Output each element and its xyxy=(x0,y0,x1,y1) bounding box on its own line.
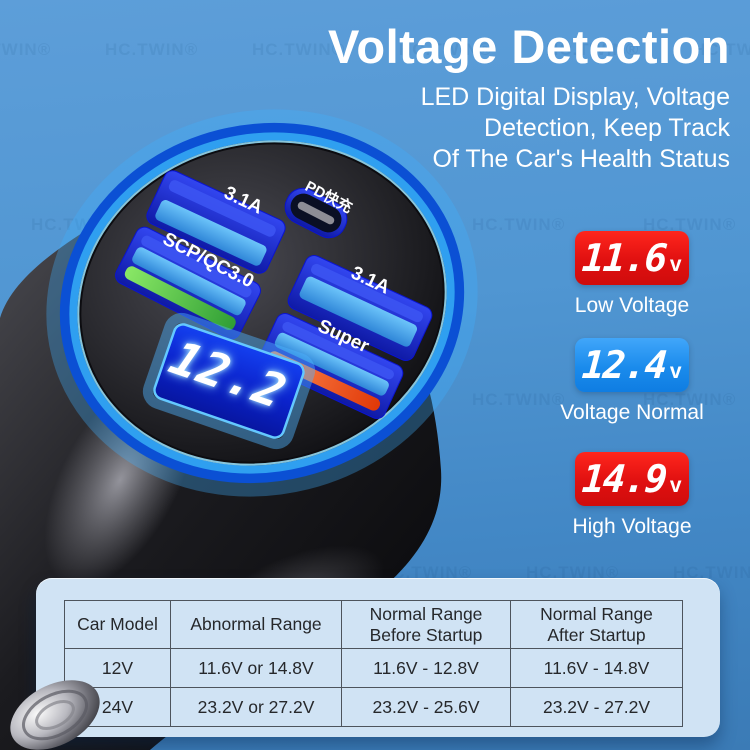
subtitle: LED Digital Display, Voltage Detection, … xyxy=(328,82,730,175)
subtitle-line-2: Detection, Keep Track xyxy=(484,114,730,143)
col-header-normal-before: Normal Range Before Startup xyxy=(341,600,511,649)
super-port xyxy=(258,313,404,419)
voltage-unit: v xyxy=(669,253,682,276)
voltage-label: Voltage Normal xyxy=(560,401,704,424)
table-row: 12V 11.6V or 14.8V 11.6V - 12.8V 11.6V -… xyxy=(64,648,683,688)
page-title: Voltage Detection xyxy=(328,20,730,73)
cell-normal-before: 11.6V - 12.8V xyxy=(341,648,511,688)
voltage-value: 14.9 xyxy=(580,457,668,501)
cell-normal-after: 11.6V - 14.8V xyxy=(510,648,683,688)
voltage-badge: 12.4 v xyxy=(575,338,689,392)
plug-tip xyxy=(10,680,100,750)
table-header-row: Car Model Abnormal Range Normal Range Be… xyxy=(64,600,683,649)
voltage-value: 12.4 xyxy=(580,343,668,387)
subtitle-line-3: Of The Car's Health Status xyxy=(432,145,731,174)
voltage-unit: v xyxy=(669,474,682,497)
voltage-range-panel: Car Model Abnormal Range Normal Range Be… xyxy=(36,578,720,737)
voltage-badge: 11.6 v xyxy=(575,231,689,285)
ring-mid xyxy=(69,132,455,474)
cell-abnormal-range: 23.2V or 27.2V xyxy=(170,687,342,727)
col-header-car-model: Car Model xyxy=(64,600,171,649)
cell-car-model: 12V xyxy=(64,648,171,688)
voltage-label: Low Voltage xyxy=(574,294,690,317)
scp-qc-port xyxy=(115,226,261,340)
header: Voltage Detection LED Digital Display, V… xyxy=(328,22,730,175)
ring-glow xyxy=(46,109,478,497)
subtitle-line-1: LED Digital Display, Voltage xyxy=(420,83,730,112)
col-header-abnormal-range: Abnormal Range xyxy=(170,600,342,649)
ring-inner xyxy=(77,140,447,466)
usb-c-port xyxy=(284,187,348,239)
voltage-unit: v xyxy=(669,360,682,383)
voltage-label: High Voltage xyxy=(572,515,692,538)
indicator-high-voltage: 14.9 v High Voltage xyxy=(572,452,722,539)
voltage-badge: 14.9 v xyxy=(575,452,689,506)
col-header-normal-after: Normal Range After Startup xyxy=(510,600,683,649)
usb-port-top xyxy=(146,170,286,274)
voltage-range-table: Car Model Abnormal Range Normal Range Be… xyxy=(64,600,683,727)
led-display xyxy=(142,312,316,450)
voltage-value: 11.6 xyxy=(580,236,668,280)
cell-normal-after: 23.2V - 27.2V xyxy=(510,687,683,727)
indicator-voltage-normal: 12.4 v Voltage Normal xyxy=(560,338,722,425)
table-row: 24V 23.2V or 27.2V 23.2V - 25.6V 23.2V -… xyxy=(64,687,683,727)
usb-port-right xyxy=(287,255,433,361)
cell-normal-before: 23.2V - 25.6V xyxy=(341,687,511,727)
indicator-low-voltage: 11.6 v Low Voltage xyxy=(575,231,722,318)
cell-abnormal-range: 11.6V or 14.8V xyxy=(170,648,342,688)
